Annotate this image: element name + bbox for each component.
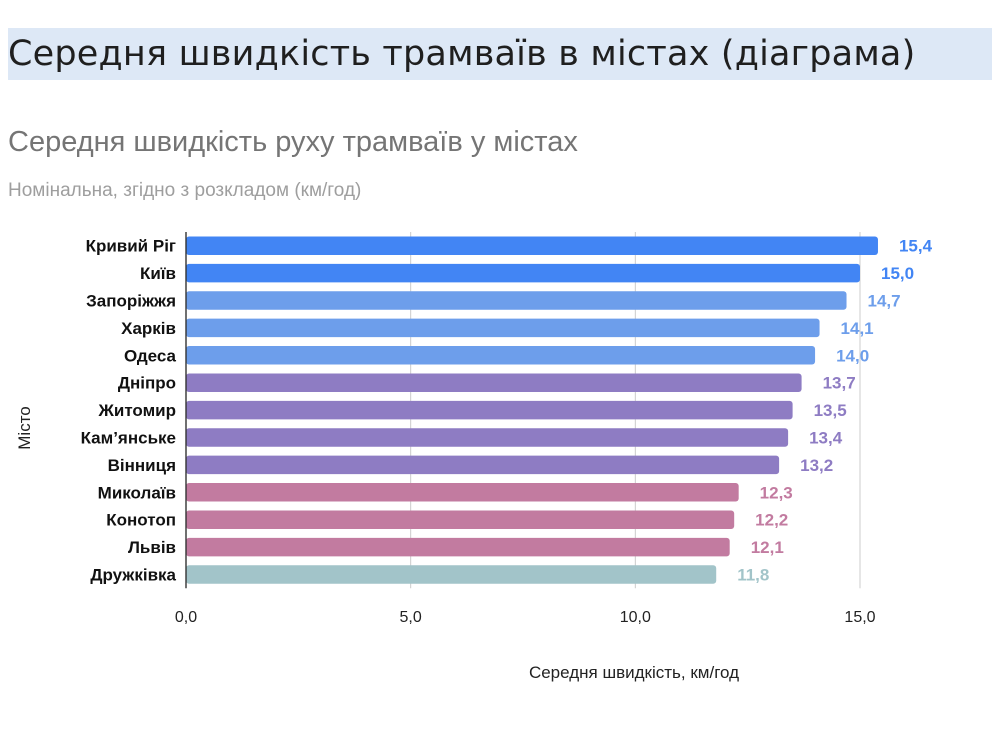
value-label: 14,0 [836,346,869,365]
value-label: 12,2 [755,511,788,530]
value-label: 12,1 [751,538,784,557]
value-label: 13,2 [800,456,833,475]
bar [186,318,820,338]
bar [186,510,735,529]
bar [186,400,793,420]
value-label: 12,3 [760,483,793,502]
category-label: Кривий Ріг [86,237,176,256]
bars [186,236,878,584]
x-tick-label: 10,0 [620,609,651,626]
y-axis-title: Місто [15,406,34,450]
x-tick-labels: 0,0 5,0 10,0 15,0 [175,609,876,626]
bar [186,455,780,475]
value-label: 14,7 [868,292,901,311]
x-tick-label: 5,0 [400,609,422,626]
category-label: Кам’янське [81,429,176,448]
value-label: 15,4 [899,237,933,256]
category-label: Одеса [124,346,176,365]
value-labels: 15,4 15,0 14,7 14,1 14,0 13,7 13,5 13,4 13,2 12,3… [737,237,932,585]
category-label: Запоріжжя [86,292,176,311]
category-label: Харків [121,319,176,338]
bar [186,483,739,502]
chart-title: Середня швидкість руху трамваїв у містах [8,126,578,158]
chart-subtitle: Номінальна, згідно з розкладом (км/год) [8,180,362,201]
value-label: 13,7 [823,374,856,393]
x-tick-label: 15,0 [844,609,875,626]
category-label: Київ [140,264,176,283]
bar [186,565,717,584]
bar [186,428,789,447]
page-heading-highlight [8,28,992,80]
bar [186,373,802,392]
bar [186,346,816,365]
category-label: Конотоп [106,511,176,530]
x-tick-label: 0,0 [175,609,197,626]
bar [186,236,878,255]
category-label: Вінниця [108,456,176,475]
value-label: 14,1 [841,319,874,338]
value-label: 13,5 [814,401,847,420]
value-label: 15,0 [881,264,914,283]
category-label: Дніпро [118,374,176,393]
category-label: Дружківка [90,566,176,585]
value-label: 11,8 [737,566,769,585]
page-heading: Середня швидкість трамваїв в містах (діа… [8,34,916,74]
bar [186,291,847,310]
x-axis-title: Середня швидкість, км/год [529,663,739,682]
category-label: Житомир [98,401,177,420]
category-labels: Кривий Ріг Київ Запоріжжя Харків Одеса Дніпро… [81,237,177,585]
category-label: Миколаїв [98,483,176,502]
bar [186,537,730,557]
category-label: Львів [128,538,176,557]
value-label: 13,4 [809,429,843,448]
bar [186,263,860,283]
